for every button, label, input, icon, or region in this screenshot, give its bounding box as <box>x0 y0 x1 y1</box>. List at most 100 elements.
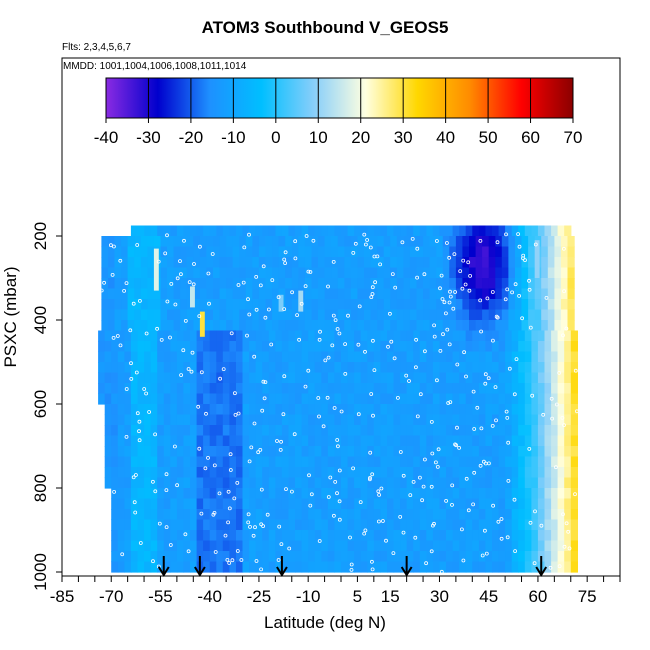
heat-cell <box>163 446 171 458</box>
heat-cell <box>472 551 480 563</box>
colorbar <box>106 78 573 118</box>
heat-cell <box>232 288 240 300</box>
heat-cell <box>242 404 250 416</box>
heat-cell <box>465 467 473 479</box>
sample-point <box>548 565 553 570</box>
sample-point <box>304 234 309 238</box>
heat-cell <box>272 236 280 248</box>
heat-cell <box>130 404 139 416</box>
heat-cell <box>127 278 135 290</box>
heat-cell <box>364 257 372 269</box>
heat-cell <box>117 351 125 363</box>
heat-cell <box>268 509 276 521</box>
heat-cell <box>409 257 418 269</box>
heat-cell <box>108 288 116 300</box>
heat-cell <box>216 362 224 374</box>
heat-cell <box>518 561 526 573</box>
heat-cell <box>400 383 408 395</box>
heat-cell <box>150 561 158 573</box>
heat-cell <box>130 425 139 437</box>
sample-point <box>297 337 302 342</box>
heat-cell <box>288 393 296 405</box>
heat-cell <box>295 509 303 521</box>
heat-cell <box>465 519 473 531</box>
heat-cell <box>524 509 532 521</box>
heat-cell <box>196 414 204 426</box>
heat-cell <box>236 362 244 374</box>
heat-cell <box>383 309 391 321</box>
heat-cell <box>570 467 578 479</box>
heat-cell <box>114 299 122 311</box>
sample-point <box>510 290 514 295</box>
heat-cell <box>426 509 434 521</box>
heat-cell <box>147 288 155 300</box>
heat-cell <box>347 362 355 374</box>
heat-cell <box>295 330 303 342</box>
heat-cell <box>544 519 552 531</box>
heat-cell <box>459 414 467 426</box>
heat-cell <box>170 341 178 353</box>
sample-point <box>448 289 452 294</box>
heat-cell <box>439 372 447 384</box>
heat-cell <box>455 236 464 248</box>
heat-cell <box>213 267 221 279</box>
heat-cell <box>252 320 260 332</box>
heat-cell <box>134 257 142 269</box>
heat-cell <box>472 341 480 353</box>
heat-cell <box>393 330 401 342</box>
heat-cell <box>327 404 336 416</box>
heat-cell <box>160 288 168 300</box>
heat-cell <box>252 267 260 279</box>
heat-cell <box>268 498 276 510</box>
heat-cell <box>222 551 230 563</box>
heat-cell <box>492 540 500 552</box>
heat-cell <box>124 498 132 510</box>
heat-cell <box>469 267 477 279</box>
heat-cell <box>446 414 454 426</box>
heat-cell <box>400 446 408 458</box>
heat-cell <box>357 246 365 258</box>
heat-cell <box>170 446 178 458</box>
heat-cell <box>459 519 467 531</box>
heat-cell <box>295 225 303 237</box>
heat-cell <box>140 257 148 269</box>
sample-point <box>544 295 549 300</box>
heat-cell <box>442 246 450 258</box>
heat-cell <box>150 341 158 353</box>
heat-cell <box>419 456 427 468</box>
heat-cell <box>236 551 244 563</box>
heat-cell <box>567 299 575 311</box>
heat-cell <box>262 362 270 374</box>
heat-cell <box>275 351 283 363</box>
heat-cell <box>262 383 270 395</box>
heat-cell <box>190 383 198 395</box>
heat-cell <box>173 320 181 332</box>
heat-cell <box>475 278 483 290</box>
heat-cell <box>354 477 362 489</box>
heat-cell <box>406 540 414 552</box>
heat-cell <box>196 488 204 500</box>
heat-cell <box>249 498 257 510</box>
heat-cell <box>505 551 513 563</box>
x-tick-label: -85 <box>50 587 75 606</box>
heat-cell <box>478 540 487 552</box>
heat-cell <box>492 519 500 531</box>
heat-cell <box>337 278 345 290</box>
sample-point <box>246 297 250 302</box>
heat-cell <box>258 309 267 321</box>
sample-point <box>138 541 143 545</box>
heat-cell <box>505 341 513 353</box>
heat-cell <box>124 351 132 363</box>
heat-cell <box>176 383 185 395</box>
sample-point <box>165 233 169 238</box>
sample-point <box>325 395 330 400</box>
sample-point <box>247 232 251 237</box>
heat-cell <box>272 299 280 311</box>
heat-cell <box>301 435 309 447</box>
heat-cell <box>334 509 342 521</box>
heat-cell <box>190 509 198 521</box>
heat-cell <box>288 551 296 563</box>
heat-cell <box>488 299 496 311</box>
heat-cell <box>229 383 237 395</box>
heat-cell <box>295 456 303 468</box>
